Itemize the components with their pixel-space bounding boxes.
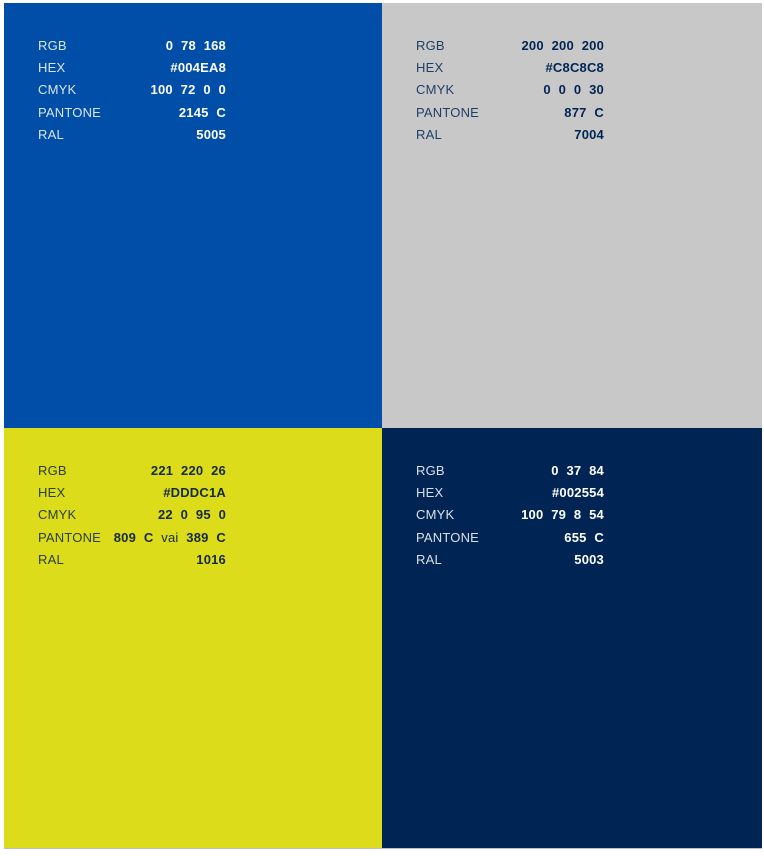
spec-value: 100 79 8 54 bbox=[521, 507, 604, 523]
spec-label: RAL bbox=[416, 551, 442, 567]
spec-value: 2145 C bbox=[178, 104, 226, 120]
spec-label: PANTONE bbox=[416, 104, 480, 120]
spec-row-pantone: PANTONE 655 C bbox=[416, 526, 604, 548]
spec-block: RGB 0 78 168 HEX #004EA8 CMYK 100 72 0 0… bbox=[38, 34, 226, 145]
spec-value: 809 C vai 389 C bbox=[113, 529, 226, 545]
spec-label: CMYK bbox=[38, 82, 77, 98]
color-swatch-navy: RGB 0 37 84 HEX #002554 CMYK 100 79 8 54… bbox=[382, 428, 762, 848]
spec-row-pantone: PANTONE 809 C vai 389 C bbox=[38, 526, 226, 548]
spec-block: RGB 200 200 200 HEX #C8C8C8 CMYK 0 0 0 3… bbox=[416, 34, 604, 145]
spec-row-rgb: RGB 0 78 168 bbox=[38, 34, 226, 56]
color-swatch-gray: RGB 200 200 200 HEX #C8C8C8 CMYK 0 0 0 3… bbox=[382, 3, 762, 428]
spec-label: CMYK bbox=[38, 507, 77, 523]
spec-label: CMYK bbox=[416, 507, 455, 523]
spec-row-hex: HEX #002554 bbox=[416, 481, 604, 503]
spec-label: RAL bbox=[38, 126, 64, 142]
spec-row-ral: RAL 7004 bbox=[416, 123, 604, 145]
spec-label: PANTONE bbox=[38, 529, 102, 545]
spec-row-ral: RAL 1016 bbox=[38, 548, 226, 570]
spec-value: #002554 bbox=[551, 484, 604, 500]
spec-row-cmyk: CMYK 100 72 0 0 bbox=[38, 79, 226, 101]
spec-label: PANTONE bbox=[38, 104, 102, 120]
spec-row-ral: RAL 5005 bbox=[38, 123, 226, 145]
spec-row-pantone: PANTONE 877 C bbox=[416, 101, 604, 123]
spec-value: 0 0 0 30 bbox=[543, 82, 604, 98]
spec-row-cmyk: CMYK 100 79 8 54 bbox=[416, 504, 604, 526]
spec-row-cmyk: CMYK 0 0 0 30 bbox=[416, 79, 604, 101]
spec-label: HEX bbox=[416, 59, 444, 75]
color-swatch-brand-blue: RGB 0 78 168 HEX #004EA8 CMYK 100 72 0 0… bbox=[4, 3, 382, 428]
spec-value: 877 C bbox=[564, 104, 604, 120]
spec-value: #DDDC1A bbox=[163, 484, 226, 500]
spec-label: HEX bbox=[38, 59, 66, 75]
spec-value: 200 200 200 bbox=[521, 37, 604, 53]
spec-block: RGB 0 37 84 HEX #002554 CMYK 100 79 8 54… bbox=[416, 459, 604, 570]
spec-label: RAL bbox=[416, 126, 442, 142]
spec-value: 5003 bbox=[574, 551, 604, 567]
color-swatch-yellow: RGB 221 220 26 HEX #DDDC1A CMYK 22 0 95 … bbox=[4, 428, 382, 848]
spec-row-rgb: RGB 200 200 200 bbox=[416, 34, 604, 56]
spec-value: 1016 bbox=[196, 551, 226, 567]
spec-row-hex: HEX #C8C8C8 bbox=[416, 56, 604, 78]
spec-row-cmyk: CMYK 22 0 95 0 bbox=[38, 504, 226, 526]
spec-label: RAL bbox=[38, 551, 64, 567]
spec-label: CMYK bbox=[416, 82, 455, 98]
color-spec-sheet: RGB 0 78 168 HEX #004EA8 CMYK 100 72 0 0… bbox=[4, 3, 762, 849]
spec-value: 221 220 26 bbox=[150, 462, 226, 478]
spec-value: 655 C bbox=[564, 529, 604, 545]
spec-value: 100 72 0 0 bbox=[150, 82, 226, 98]
spec-row-hex: HEX #DDDC1A bbox=[38, 481, 226, 503]
spec-value: 7004 bbox=[574, 126, 604, 142]
spec-value: #004EA8 bbox=[170, 59, 226, 75]
spec-label: RGB bbox=[416, 37, 445, 53]
spec-value: 0 37 84 bbox=[551, 462, 604, 478]
spec-row-pantone: PANTONE 2145 C bbox=[38, 101, 226, 123]
spec-label: HEX bbox=[416, 484, 444, 500]
spec-row-hex: HEX #004EA8 bbox=[38, 56, 226, 78]
spec-value: 5005 bbox=[196, 126, 226, 142]
spec-label: RGB bbox=[38, 462, 67, 478]
spec-label: HEX bbox=[38, 484, 66, 500]
spec-row-rgb: RGB 221 220 26 bbox=[38, 459, 226, 481]
spec-value: #C8C8C8 bbox=[545, 59, 604, 75]
spec-block: RGB 221 220 26 HEX #DDDC1A CMYK 22 0 95 … bbox=[38, 459, 226, 570]
spec-row-rgb: RGB 0 37 84 bbox=[416, 459, 604, 481]
spec-value: 0 78 168 bbox=[165, 37, 226, 53]
spec-label: RGB bbox=[416, 462, 445, 478]
spec-row-ral: RAL 5003 bbox=[416, 548, 604, 570]
spec-label: PANTONE bbox=[416, 529, 480, 545]
spec-label: RGB bbox=[38, 37, 67, 53]
spec-value: 22 0 95 0 bbox=[157, 507, 226, 523]
